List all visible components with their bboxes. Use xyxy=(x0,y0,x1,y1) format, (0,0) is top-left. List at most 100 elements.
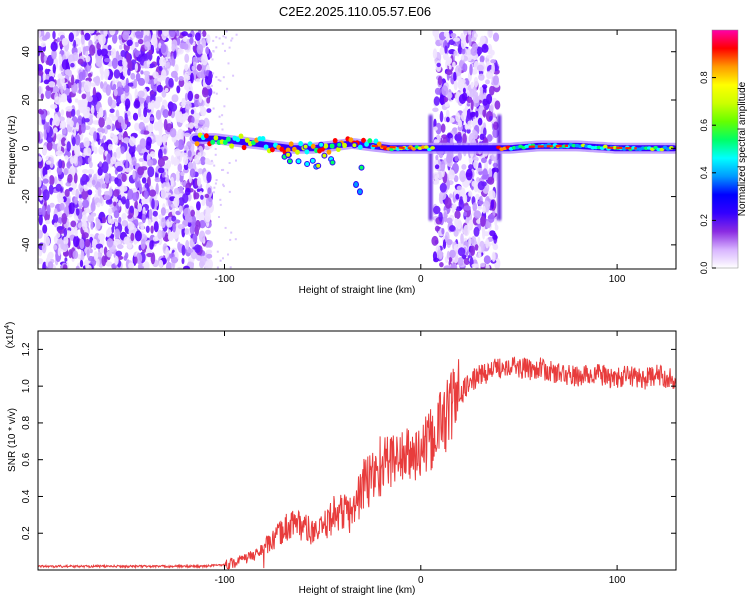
noise-blob xyxy=(105,84,112,96)
noise-blob xyxy=(206,85,211,90)
noise-blob xyxy=(494,224,499,231)
noise-blob xyxy=(55,183,62,192)
noise-blob xyxy=(453,175,459,183)
ridge-blob xyxy=(210,139,216,145)
noise-blob xyxy=(134,41,139,48)
noise-blob xyxy=(177,47,184,55)
ridge-peak xyxy=(528,144,569,148)
ridge-scatter xyxy=(315,162,322,169)
noise-blob xyxy=(126,39,133,47)
noise-blob xyxy=(184,187,191,196)
noise-blob xyxy=(184,83,190,91)
noise-blob xyxy=(200,156,206,166)
noise-blob xyxy=(97,167,103,176)
ridge-blob xyxy=(229,143,235,149)
noise-blob xyxy=(90,105,95,115)
noise-blob xyxy=(138,106,142,118)
noise-blob xyxy=(443,211,448,223)
noise-blob xyxy=(50,41,58,52)
noise-blob xyxy=(198,230,206,243)
noise-blob xyxy=(453,71,457,82)
noise-blob xyxy=(116,152,121,159)
noise-blob xyxy=(51,85,59,94)
noise-blob xyxy=(137,203,142,213)
noise-speck xyxy=(224,49,226,52)
noise-blob xyxy=(123,130,128,140)
noise-blob xyxy=(113,210,120,219)
noise-blob xyxy=(444,45,448,54)
noise-blob xyxy=(450,33,457,38)
noise-blob xyxy=(481,157,487,164)
noise-blob xyxy=(477,245,482,258)
noise-blob xyxy=(76,109,81,117)
noise-blob xyxy=(46,141,53,151)
noise-blob xyxy=(111,48,117,60)
noise-blob xyxy=(204,211,211,223)
spectrogram-x-tick-label: 0 xyxy=(418,274,424,285)
noise-blob xyxy=(146,30,150,37)
noise-blob xyxy=(102,110,106,117)
noise-blob xyxy=(448,39,456,46)
noise-blob xyxy=(166,261,172,269)
ridge-blob xyxy=(295,149,300,155)
noise-blob xyxy=(446,116,450,123)
noise-blob xyxy=(68,202,75,215)
noise-blob xyxy=(78,194,83,199)
noise-blob xyxy=(60,76,65,85)
noise-blob xyxy=(65,106,73,112)
noise-blob xyxy=(55,150,63,156)
noise-blob xyxy=(468,219,474,231)
noise-blob xyxy=(42,71,46,83)
noise-blob xyxy=(122,31,130,41)
noise-blob xyxy=(151,198,155,210)
noise-blob xyxy=(181,31,189,37)
noise-speck xyxy=(223,105,226,108)
noise-blob xyxy=(109,30,116,36)
noise-blob xyxy=(91,140,95,152)
noise-blob xyxy=(152,236,158,242)
noise-blob xyxy=(455,193,460,200)
noise-blob xyxy=(75,188,80,200)
ridge-blob xyxy=(238,133,244,139)
ridge-blob xyxy=(222,139,228,145)
ridge-blob xyxy=(367,138,373,144)
noise-blob xyxy=(83,184,88,192)
noise-blob xyxy=(182,265,191,269)
noise-blob xyxy=(196,64,202,71)
ridge-blob xyxy=(194,141,200,147)
noise-blob xyxy=(38,214,43,226)
noise-blob xyxy=(456,75,462,81)
noise-blob xyxy=(473,160,479,169)
noise-blob xyxy=(77,155,83,167)
noise-blob xyxy=(100,81,104,89)
ridge-scatter xyxy=(309,157,316,164)
spectrogram-panel: -100 0 100 -40 -20 0 20 40 Height of straight l… xyxy=(7,29,677,296)
noise-blob xyxy=(90,201,96,212)
noise-blob xyxy=(199,191,203,196)
noise-blob xyxy=(458,119,463,128)
noise-blob xyxy=(42,178,49,184)
noise-blob xyxy=(61,213,67,225)
noise-blob xyxy=(185,123,190,128)
noise-blob xyxy=(171,94,179,103)
noise-blob xyxy=(149,189,157,197)
noise-blob xyxy=(158,65,163,72)
noise-blob xyxy=(464,123,469,130)
noise-blob xyxy=(183,74,189,85)
noise-blob xyxy=(487,30,493,38)
noise-blob xyxy=(78,203,84,209)
noise-blob xyxy=(46,136,53,143)
noise-blob xyxy=(171,39,178,49)
noise-blob xyxy=(486,71,492,79)
noise-blob xyxy=(80,34,85,45)
noise-blob xyxy=(121,220,129,227)
noise-blob xyxy=(453,50,458,56)
noise-blob xyxy=(43,129,47,141)
noise-blob xyxy=(156,84,163,93)
noise-blob xyxy=(57,247,61,257)
noise-blob xyxy=(466,128,471,134)
ridge-blob xyxy=(285,147,291,153)
noise-blob xyxy=(477,181,485,191)
noise-blob xyxy=(146,59,151,68)
noise-blob xyxy=(448,256,453,262)
